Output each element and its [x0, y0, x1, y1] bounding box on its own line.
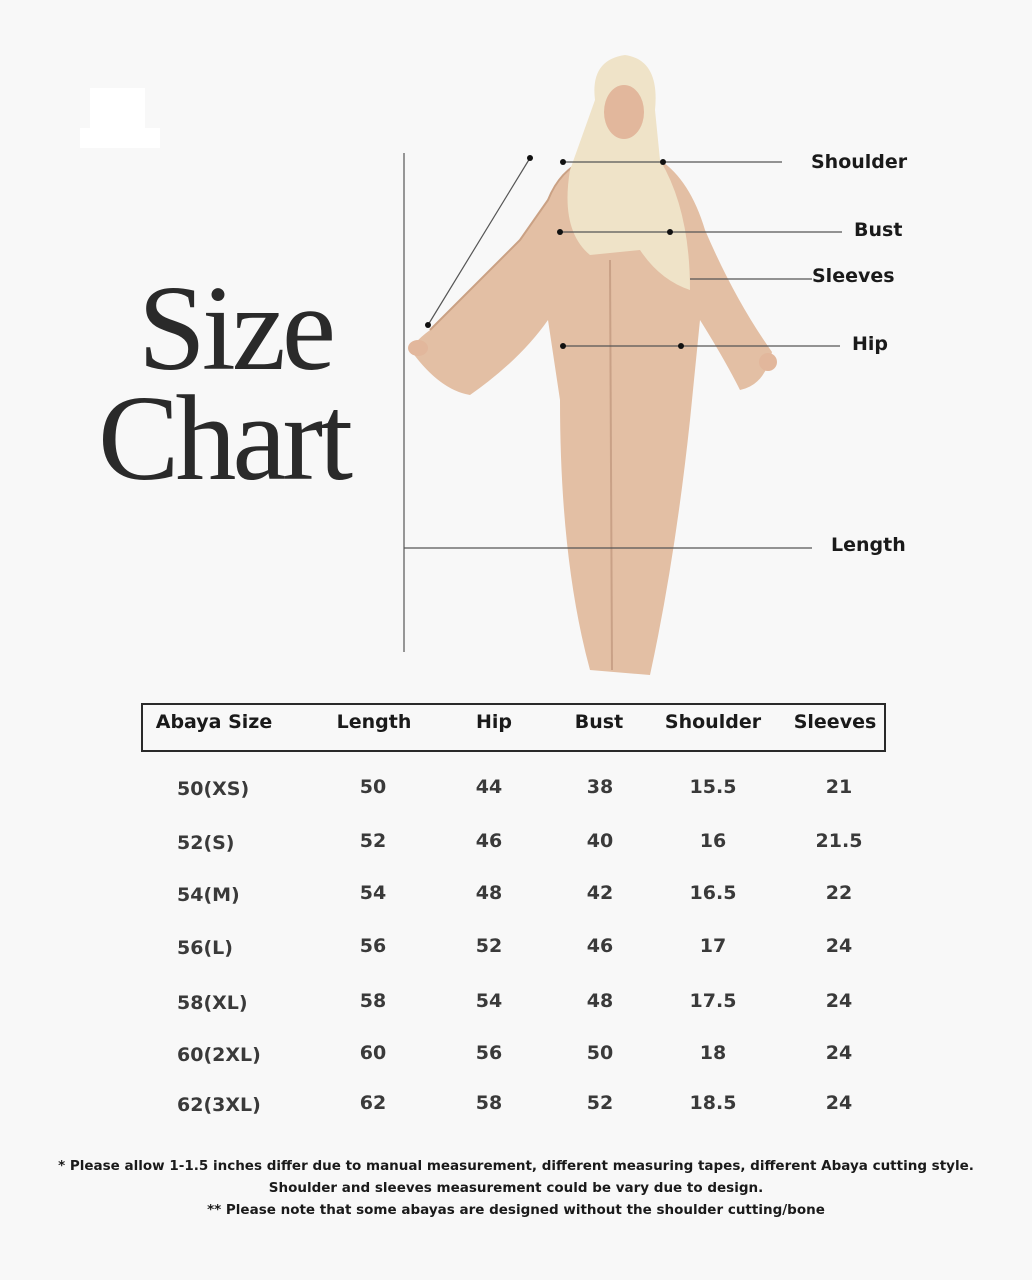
abaya-body [411, 160, 772, 675]
cell-shoulder: 17.5 [689, 990, 737, 1012]
cell-length: 62 [359, 1092, 387, 1114]
cell-hip: 46 [475, 830, 503, 852]
cell-length: 54 [359, 882, 387, 904]
abaya-figure-diagram [403, 55, 842, 675]
cell-sleeves: 24 [825, 1092, 853, 1114]
hijab [567, 55, 690, 290]
cell-size: 54(M) [177, 884, 240, 906]
cell-hip: 44 [475, 776, 503, 798]
cell-shoulder: 18.5 [689, 1092, 737, 1114]
header-sleeves: Sleeves [793, 711, 877, 733]
header-abaya-size: Abaya Size [155, 711, 273, 733]
cell-sleeves: 24 [825, 935, 853, 957]
label-length: Length [831, 534, 906, 556]
cell-hip: 58 [475, 1092, 503, 1114]
label-bust: Bust [854, 219, 903, 241]
cell-length: 50 [359, 776, 387, 798]
cell-sleeves: 21 [825, 776, 853, 798]
cell-sleeves: 24 [825, 1042, 853, 1064]
header-bust: Bust [574, 711, 624, 733]
note-1: * Please allow 1-1.5 inches differ due t… [58, 1158, 974, 1174]
logo-placeholder [80, 88, 160, 150]
cell-bust: 46 [586, 935, 614, 957]
cell-bust: 52 [586, 1092, 614, 1114]
cell-length: 52 [359, 830, 387, 852]
cell-hip: 48 [475, 882, 503, 904]
table-header-box [141, 703, 886, 752]
cell-bust: 40 [586, 830, 614, 852]
cell-bust: 42 [586, 882, 614, 904]
label-hip: Hip [852, 333, 889, 355]
header-hip: Hip [475, 711, 513, 733]
header-shoulder: Shoulder [664, 711, 762, 733]
cell-length: 56 [359, 935, 387, 957]
cell-size: 56(L) [177, 937, 233, 959]
cell-sleeves: 24 [825, 990, 853, 1012]
cell-hip: 52 [475, 935, 503, 957]
note-3: ** Please note that some abayas are desi… [207, 1202, 825, 1218]
title-chart: Chart [98, 371, 353, 506]
cell-shoulder: 17 [699, 935, 727, 957]
cell-size: 50(XS) [177, 778, 250, 800]
cell-bust: 50 [586, 1042, 614, 1064]
cell-bust: 48 [586, 990, 614, 1012]
note-2: Shoulder and sleeves measurement could b… [268, 1180, 764, 1196]
title-size: Size [138, 261, 336, 396]
cell-length: 58 [359, 990, 387, 1012]
cell-shoulder: 18 [699, 1042, 727, 1064]
cell-shoulder: 16.5 [689, 882, 737, 904]
cell-hip: 54 [475, 990, 503, 1012]
cell-size: 52(S) [177, 832, 235, 854]
cell-bust: 38 [586, 776, 614, 798]
label-shoulder: Shoulder [811, 151, 908, 173]
label-sleeves: Sleeves [812, 265, 895, 287]
cell-sleeves: 21.5 [815, 830, 863, 852]
cell-size: 62(3XL) [177, 1094, 261, 1116]
cell-hip: 56 [475, 1042, 503, 1064]
cell-length: 60 [359, 1042, 387, 1064]
header-length: Length [336, 711, 412, 733]
sleeve-diagonal-line [427, 157, 531, 326]
cell-size: 58(XL) [177, 992, 248, 1014]
cell-size: 60(2XL) [177, 1044, 261, 1066]
cell-shoulder: 16 [699, 830, 727, 852]
cell-sleeves: 22 [825, 882, 853, 904]
face [604, 85, 644, 139]
cell-shoulder: 15.5 [689, 776, 737, 798]
